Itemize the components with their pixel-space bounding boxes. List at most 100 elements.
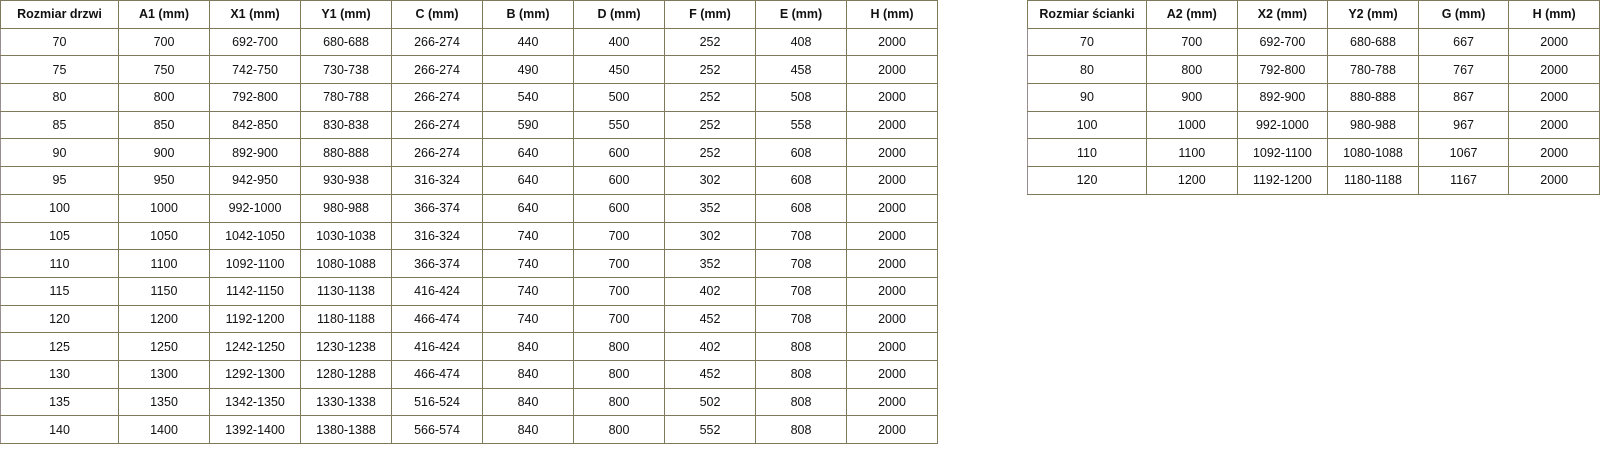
table-cell: 2000	[1508, 166, 1600, 195]
table-cell: 120	[0, 304, 119, 334]
table-cell: 2000	[846, 387, 938, 417]
table-cell: 2000	[846, 27, 938, 57]
table-cell: 1392-1400	[209, 415, 301, 444]
table-cell: 1180-1188	[300, 304, 392, 334]
table-cell: 800	[573, 332, 665, 361]
table-cell: 967	[1417, 110, 1510, 140]
table-cell: 2000	[1508, 83, 1600, 112]
table-cell: 2000	[1508, 138, 1600, 168]
column-header: H (mm)	[1508, 0, 1600, 29]
table-cell: 1300	[118, 359, 210, 389]
table-cell: 316-324	[391, 221, 483, 251]
table-cell: 130	[0, 359, 119, 389]
table-cell: 767	[1417, 55, 1510, 85]
table-cell: 1100	[1146, 138, 1238, 168]
table-cell: 266-274	[391, 55, 483, 85]
table-cell: 1000	[1146, 110, 1238, 140]
column-header: C (mm)	[391, 0, 483, 29]
table-cell: 808	[755, 359, 847, 389]
table-cell: 2000	[846, 83, 938, 112]
table-cell: 980-988	[300, 193, 392, 223]
table-cell: 740	[482, 249, 574, 278]
table-cell: 490	[482, 55, 574, 85]
table-row: 115 1150 1142-1150 1130-1138 416-424 740 700 40…	[0, 276, 938, 306]
table-cell: 708	[755, 276, 847, 306]
table-cell: 1000	[118, 193, 210, 223]
wall-dimensions-table: Rozmiar ścianki A2 (mm) X2 (mm) Y2 (mm) G (m…	[1027, 0, 1600, 195]
table-cell: 70	[1027, 27, 1147, 57]
table-cell: 992-1000	[1236, 110, 1329, 140]
table-cell: 608	[755, 193, 847, 223]
table-row: 110 1100 1092-1100 1080-1088 1067 2000	[1027, 138, 1600, 168]
table-cell: 1200	[1146, 166, 1238, 195]
table-row: 70 700 692-700 680-688 266-274 440 400 252 408 20…	[0, 27, 938, 57]
door-table-header: Rozmiar drzwi A1 (mm) X1 (mm) Y1 (mm) C (mm)…	[0, 0, 938, 29]
table-cell: 708	[755, 249, 847, 278]
table-cell: 792-800	[1236, 55, 1329, 85]
table-row: 120 1200 1192-1200 1180-1188 466-474 740 700 45…	[0, 304, 938, 334]
table-cell: 700	[573, 304, 665, 334]
table-cell: 75	[0, 55, 119, 85]
column-header: B (mm)	[482, 0, 574, 29]
table-row: 125 1250 1242-1250 1230-1238 416-424 840 800 40…	[0, 332, 938, 361]
column-header: Y1 (mm)	[300, 0, 392, 29]
table-cell: 440	[482, 27, 574, 57]
table-cell: 842-850	[209, 110, 301, 140]
table-cell: 352	[664, 249, 756, 278]
table-cell: 692-700	[1236, 27, 1329, 57]
table-cell: 1167	[1417, 166, 1510, 195]
table-cell: 366-374	[391, 249, 483, 278]
table-cell: 1092-1100	[1236, 138, 1329, 168]
table-cell: 110	[0, 249, 119, 278]
table-cell: 808	[755, 387, 847, 417]
table-row: 135 1350 1342-1350 1330-1338 516-524 840 800 50…	[0, 387, 938, 417]
table-cell: 640	[482, 138, 574, 168]
table-cell: 608	[755, 138, 847, 168]
table-cell: 2000	[1508, 110, 1600, 140]
table-cell: 608	[755, 166, 847, 195]
table-cell: 680-688	[300, 27, 392, 57]
table-cell: 600	[573, 138, 665, 168]
table-cell: 408	[755, 27, 847, 57]
table-cell: 792-800	[209, 83, 301, 112]
table-cell: 552	[664, 415, 756, 444]
table-cell: 780-788	[1327, 55, 1419, 85]
table-cell: 125	[0, 332, 119, 361]
table-cell: 416-424	[391, 276, 483, 306]
table-row: 85 850 842-850 830-838 266-274 590 550 252 558 20…	[0, 110, 938, 140]
table-cell: 502	[664, 387, 756, 417]
table-cell: 2000	[846, 166, 938, 195]
table-cell: 840	[482, 415, 574, 444]
table-cell: 840	[482, 387, 574, 417]
column-header: D (mm)	[573, 0, 665, 29]
table-cell: 2000	[846, 221, 938, 251]
table-cell: 1330-1338	[300, 387, 392, 417]
table-cell: 140	[0, 415, 119, 444]
table-cell: 730-738	[300, 55, 392, 85]
table-cell: 1150	[118, 276, 210, 306]
table-cell: 416-424	[391, 332, 483, 361]
table-cell: 2000	[846, 415, 938, 444]
column-header: Y2 (mm)	[1327, 0, 1419, 29]
table-cell: 992-1000	[209, 193, 301, 223]
table-cell: 1080-1088	[300, 249, 392, 278]
table-cell: 70	[0, 27, 119, 57]
table-cell: 1180-1188	[1327, 166, 1419, 195]
table-cell: 2000	[846, 304, 938, 334]
table-cell: 980-988	[1327, 110, 1419, 140]
table-cell: 900	[118, 138, 210, 168]
table-cell: 708	[755, 304, 847, 334]
table-cell: 600	[573, 166, 665, 195]
column-header: F (mm)	[664, 0, 756, 29]
table-cell: 2000	[846, 55, 938, 85]
table-cell: 135	[0, 387, 119, 417]
table-cell: 2000	[846, 138, 938, 168]
table-cell: 252	[664, 138, 756, 168]
table-cell: 808	[755, 415, 847, 444]
wall-table-body: 70 700 692-700 680-688 667 2000 80 800 792-800 78…	[1027, 27, 1600, 195]
table-cell: 740	[482, 221, 574, 251]
table-row: 75 750 742-750 730-738 266-274 490 450 252 458 20…	[0, 55, 938, 85]
table-cell: 302	[664, 221, 756, 251]
table-cell: 2000	[846, 110, 938, 140]
table-cell: 667	[1417, 27, 1510, 57]
